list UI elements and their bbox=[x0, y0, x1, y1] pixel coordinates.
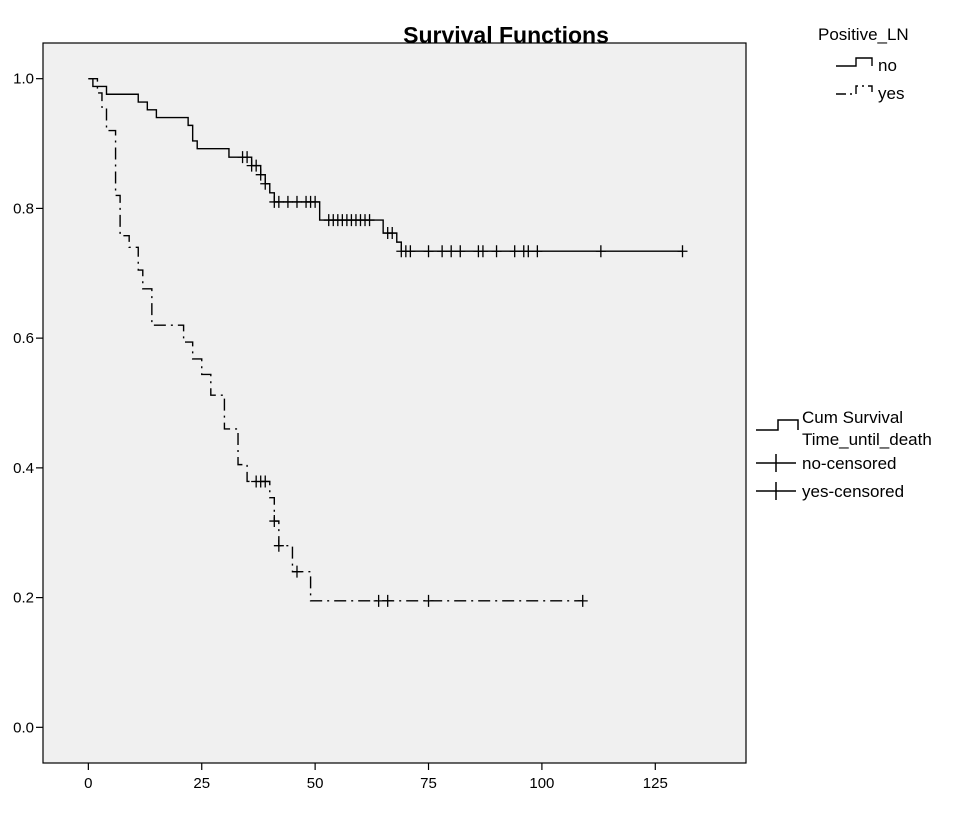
censor-mark-no bbox=[509, 245, 520, 258]
censor-mark-yes bbox=[273, 539, 284, 552]
censor-mark-yes bbox=[423, 594, 434, 607]
censor-mark-yes bbox=[382, 594, 393, 607]
censor-mark-yes bbox=[577, 594, 588, 607]
legend-label-time: Time_until_death bbox=[802, 430, 932, 449]
legend-swatch-cum-survival bbox=[756, 419, 799, 431]
censor-mark-no bbox=[364, 214, 375, 227]
censor-mark-no bbox=[291, 195, 302, 208]
censor-mark-no bbox=[677, 245, 688, 258]
censor-mark-no bbox=[423, 245, 434, 258]
x-tick-label: 100 bbox=[529, 775, 554, 792]
censor-mark-no bbox=[310, 195, 321, 208]
censor-mark-no bbox=[282, 195, 293, 208]
censor-mark-no bbox=[523, 245, 534, 258]
censor-mark-no bbox=[251, 159, 262, 172]
censor-mark-no bbox=[260, 177, 271, 190]
chart-title: Survival Functions bbox=[403, 22, 609, 48]
censor-mark-yes bbox=[291, 565, 302, 578]
legend-markers: Cum Survival Time_until_death no-censored y… bbox=[756, 408, 932, 501]
y-tick-label: 0.8 bbox=[13, 200, 34, 217]
legend-label-no-censored: no-censored bbox=[802, 454, 897, 473]
y-tick-label: 1.0 bbox=[13, 71, 34, 88]
x-tick-label: 75 bbox=[420, 775, 437, 792]
legend-group-title: Positive_LN bbox=[818, 25, 909, 44]
legend-swatch-yes bbox=[836, 85, 873, 95]
censor-mark-yes bbox=[269, 515, 280, 528]
axes: 0 25 50 75 100 125 0.0 0.2 0.4 0.6 0.8 1.0 bbox=[13, 71, 668, 792]
legend-swatch-yes-censored bbox=[756, 482, 796, 500]
legend-label-no: no bbox=[878, 56, 897, 75]
legend-label-yes-censored: yes-censored bbox=[802, 482, 904, 501]
censor-mark-no bbox=[595, 245, 606, 258]
censor-mark-no bbox=[477, 245, 488, 258]
y-tick-label: 0.2 bbox=[13, 590, 34, 607]
y-tick-label: 0.6 bbox=[13, 330, 34, 347]
censor-mark-no bbox=[405, 245, 416, 258]
censor-mark-no bbox=[491, 245, 502, 258]
x-tick-label: 0 bbox=[84, 775, 92, 792]
legend-swatch-no-censored bbox=[756, 454, 796, 472]
y-tick-label: 0.0 bbox=[13, 719, 34, 736]
censor-mark-no bbox=[242, 151, 253, 164]
legend-label-cum-survival: Cum Survival bbox=[802, 408, 903, 427]
censor-mark-no bbox=[387, 227, 398, 240]
legend-group: Positive_LN no yes bbox=[818, 25, 909, 103]
censor-mark-no bbox=[437, 245, 448, 258]
series-layer bbox=[88, 77, 688, 607]
legend-label-yes: yes bbox=[878, 84, 904, 103]
censor-mark-yes bbox=[260, 475, 271, 488]
censor-mark-no bbox=[446, 245, 457, 258]
x-tick-label: 125 bbox=[643, 775, 668, 792]
censor-mark-no bbox=[273, 195, 284, 208]
censor-mark-no bbox=[532, 245, 543, 258]
x-tick-label: 25 bbox=[193, 775, 210, 792]
censor-mark-yes bbox=[373, 594, 384, 607]
censor-mark-no bbox=[455, 245, 466, 258]
y-tick-label: 0.4 bbox=[13, 460, 34, 477]
x-tick-label: 50 bbox=[307, 775, 324, 792]
plot-area bbox=[42, 42, 747, 764]
legend-swatch-no bbox=[836, 57, 873, 67]
censor-mark-no bbox=[255, 168, 266, 181]
